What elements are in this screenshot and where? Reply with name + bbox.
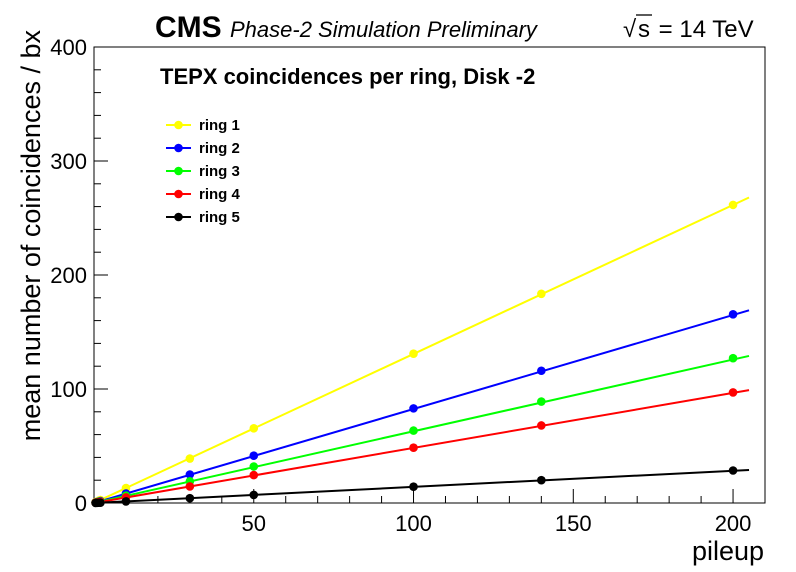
ring-3-point — [728, 353, 738, 363]
x-tick-label: 150 — [555, 511, 592, 536]
data-points — [91, 200, 738, 508]
x-tick-label: 100 — [395, 511, 432, 536]
legend-marker-ring-4 — [174, 189, 183, 199]
ring-1-point — [728, 200, 738, 210]
y-tick-label: 400 — [50, 35, 87, 60]
legend-label-ring-5: ring 5 — [199, 209, 240, 226]
ring-3-point — [249, 462, 259, 471]
legend-label-ring-4: ring 4 — [199, 186, 240, 203]
x-tick-label: 50 — [242, 511, 266, 536]
ring-1-point — [409, 349, 418, 358]
ring-2-point — [249, 451, 259, 460]
x-tick-label: 200 — [715, 511, 752, 536]
ring-1-point — [537, 289, 546, 299]
ring-4-point — [728, 388, 738, 397]
energy-value: = 14 TeV — [652, 16, 754, 43]
ring-4-point — [537, 421, 546, 430]
ring-3-point — [409, 426, 418, 435]
legend-marker-ring-3 — [174, 166, 183, 176]
sqrt-symbol: √ — [623, 16, 637, 43]
legend-label-ring-1: ring 1 — [199, 117, 240, 134]
ring-5-point — [409, 482, 418, 491]
ring-4-point — [409, 443, 418, 453]
legend-label-ring-3: ring 3 — [199, 163, 240, 180]
axis-ticks — [94, 46, 766, 504]
ring-4-point — [249, 470, 259, 480]
ring-5-point — [249, 490, 259, 500]
legend-marker-ring-2 — [174, 143, 183, 153]
ring-5-point — [121, 497, 131, 506]
legend-label-ring-2: ring 2 — [199, 140, 240, 157]
chart-title: TEPX coincidences per ring, Disk -2 — [160, 64, 535, 89]
ring-5-point — [185, 493, 195, 503]
y-tick-label: 0 — [75, 491, 87, 516]
ring-2-point — [728, 310, 738, 319]
ring-3-point — [537, 397, 546, 406]
ring-1-point — [249, 424, 259, 433]
y-tick-label: 100 — [50, 377, 87, 402]
ring-2-point — [537, 366, 546, 376]
ring-1-point — [185, 454, 195, 463]
ring-4-fit-line — [95, 389, 750, 504]
cms-label: CMS — [155, 11, 222, 44]
ring-1-fit-line — [95, 196, 750, 504]
ring-2-point — [409, 404, 418, 413]
plot-frame — [93, 46, 766, 504]
ring-2-point — [185, 470, 195, 479]
ring-5-point — [728, 466, 738, 475]
energy-label: √ s = 14 TeV — [623, 14, 754, 43]
energy-s: s — [638, 16, 650, 43]
series-lines — [95, 196, 750, 504]
y-tick-label: 300 — [50, 149, 87, 174]
legend-marker-ring-1 — [174, 120, 183, 130]
x-axis-title: pileup — [692, 536, 764, 566]
tick-labels: 50 100 150 200 0 100 200 300 400 — [50, 35, 751, 536]
ring-5-point — [537, 475, 546, 485]
ring-2-fit-line — [95, 309, 750, 504]
ring-3-fit-line — [95, 354, 750, 504]
ring-4-point — [185, 482, 195, 491]
y-axis-title: mean number of coincidences / bx — [16, 30, 46, 442]
subtitle-label: Phase-2 Simulation Preliminary — [230, 17, 539, 42]
legend: ring 1 ring 2 ring 3 ring 4 ring 5 — [166, 117, 240, 226]
ring-5-fit-line — [95, 468, 750, 504]
ring-5-point — [96, 498, 105, 507]
y-tick-label: 200 — [50, 263, 87, 288]
legend-marker-ring-5 — [174, 212, 183, 222]
